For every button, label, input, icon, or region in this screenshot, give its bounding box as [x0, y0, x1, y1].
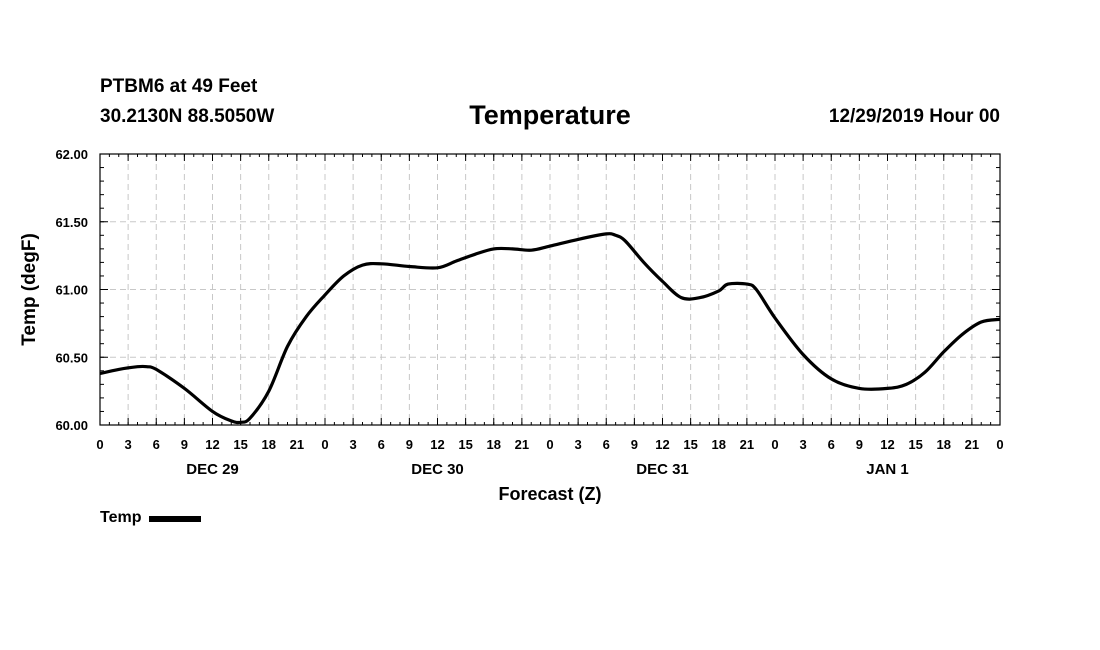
- model-run-time: 12/29/2019 Hour 00: [828, 106, 1000, 127]
- x-tick-label: 12: [880, 437, 894, 452]
- x-tick-label: 15: [233, 437, 247, 452]
- x-tick-label: 3: [800, 437, 807, 452]
- y-tick-label: 61.50: [55, 215, 88, 230]
- x-tick-label: 6: [828, 437, 835, 452]
- x-tick-label: 6: [378, 437, 385, 452]
- station-label: PTBM6 at 49 Feet: [100, 76, 258, 97]
- x-tick-label: 12: [655, 437, 669, 452]
- day-label: JAN 1: [866, 461, 909, 478]
- x-tick-label: 3: [575, 437, 582, 452]
- x-tick-label: 12: [430, 437, 444, 452]
- x-tick-label: 18: [262, 437, 276, 452]
- chart-title: Temperature: [469, 100, 631, 130]
- station-coordinates: 30.2130N 88.5050W: [100, 106, 275, 127]
- x-tick-label: 0: [321, 437, 328, 452]
- y-tick-label: 62.00: [55, 147, 88, 162]
- x-tick-label: 0: [546, 437, 553, 452]
- x-tick-label: 21: [290, 437, 304, 452]
- y-tick-label: 60.00: [55, 418, 88, 433]
- y-axis-label: Temp (degF): [19, 233, 40, 346]
- x-tick-label: 0: [996, 437, 1003, 452]
- x-tick-label: 18: [487, 437, 501, 452]
- x-tick-label: 9: [856, 437, 863, 452]
- legend-line-swatch: [149, 516, 202, 522]
- x-tick-label: 9: [406, 437, 413, 452]
- day-label: DEC 30: [411, 461, 464, 478]
- x-tick-label: 18: [937, 437, 951, 452]
- x-tick-label: 15: [683, 437, 697, 452]
- x-tick-label: 3: [125, 437, 132, 452]
- series-line-temp: [99, 232, 1001, 425]
- day-label: DEC 29: [186, 461, 239, 478]
- x-tick-label: 0: [96, 437, 103, 452]
- x-tick-label: 12: [205, 437, 219, 452]
- x-tick-label: 6: [603, 437, 610, 452]
- legend-label: Temp: [100, 509, 142, 526]
- x-tick-label: 15: [908, 437, 922, 452]
- plot-frame: [99, 153, 1001, 426]
- x-tick-label: 21: [740, 437, 754, 452]
- y-tick-label: 61.00: [55, 283, 88, 298]
- x-tick-label: 6: [153, 437, 160, 452]
- x-tick-label: 21: [515, 437, 529, 452]
- x-tick-label: 3: [350, 437, 357, 452]
- x-axis-label: Forecast (Z): [498, 484, 601, 504]
- x-tick-label: 9: [181, 437, 188, 452]
- x-tick-label: 21: [965, 437, 979, 452]
- x-tick-label: 0: [771, 437, 778, 452]
- x-tick-label: 15: [458, 437, 472, 452]
- x-tick-label: 18: [712, 437, 726, 452]
- y-tick-label: 60.50: [55, 350, 88, 365]
- day-label: DEC 31: [636, 461, 689, 478]
- x-tick-label: 9: [631, 437, 638, 452]
- chart-legend: Temp: [100, 509, 202, 527]
